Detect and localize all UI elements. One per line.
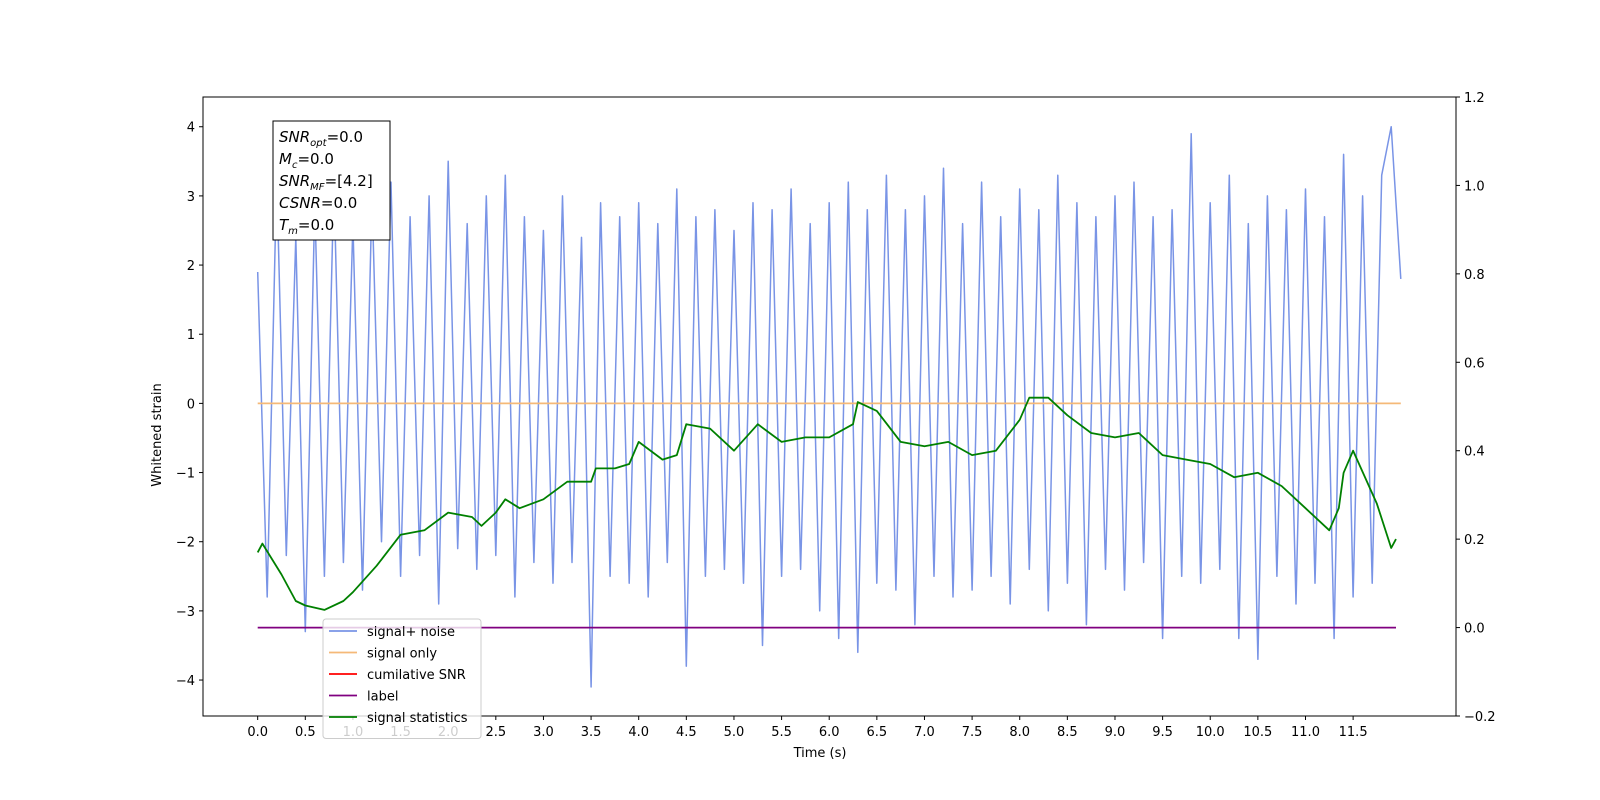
- x-tick-label: 8.0: [1009, 725, 1030, 740]
- legend-label: signal only: [367, 647, 437, 662]
- x-tick-label: 4.0: [628, 725, 649, 740]
- x-tick-label: 11.5: [1339, 725, 1368, 740]
- x-tick-label: 10.0: [1196, 725, 1225, 740]
- y-tick-label: −3: [176, 605, 195, 620]
- annotation-rest: =0.0: [298, 216, 334, 234]
- y2-tick-label: 1.0: [1464, 179, 1485, 194]
- y-tick-label: 4: [187, 121, 195, 136]
- annotation: CSNR=0.0: [279, 194, 357, 212]
- y-tick-label: −1: [176, 467, 195, 482]
- x-tick-label: 6.5: [866, 725, 887, 740]
- annotation-sub: opt: [310, 138, 327, 149]
- legend-label: signal+ noise: [367, 625, 455, 640]
- x-tick-label: 11.0: [1291, 725, 1320, 740]
- x-tick-label: 5.0: [724, 725, 745, 740]
- y2-tick-label: −0.2: [1464, 710, 1496, 725]
- annotation-rest: =0.0: [297, 150, 333, 168]
- annotation-box: [272, 120, 391, 241]
- y-tick-label: −4: [176, 674, 195, 689]
- x-tick-label: 9.0: [1105, 725, 1126, 740]
- y2-tick-label: 0.0: [1464, 622, 1485, 637]
- x-tick-label: 7.0: [914, 725, 935, 740]
- y-axis-label: Whitened strain: [150, 383, 165, 486]
- y2-tick-label: 1.2: [1464, 91, 1485, 106]
- series-line: [256, 396, 1397, 611]
- annotation: SNRopt=0.0: [279, 128, 363, 149]
- legend-label: label: [367, 690, 398, 705]
- annotation-rest: =0.0: [327, 128, 363, 146]
- annotation-sub: c: [292, 160, 298, 171]
- x-tick-label: 9.5: [1152, 725, 1173, 740]
- x-tick-label: 6.0: [819, 725, 840, 740]
- annotation-sub: MF: [310, 182, 325, 193]
- x-tick-label: 4.5: [676, 725, 697, 740]
- series-line: [256, 125, 1402, 688]
- x-tick-label: 3.5: [581, 725, 602, 740]
- legend-box: [322, 618, 482, 739]
- y2-tick-label: 0.6: [1464, 356, 1485, 371]
- y-tick-label: 2: [187, 259, 195, 274]
- annotation-rest: =0.0: [321, 194, 357, 212]
- annotation-rest: =[4.2]: [325, 172, 373, 190]
- x-tick-label: 2.5: [485, 725, 506, 740]
- y2-tick-label: 0.2: [1464, 533, 1485, 548]
- x-tick-label: 5.5: [771, 725, 792, 740]
- y2-tick-label: 0.8: [1464, 268, 1485, 283]
- y2-tick-label: 0.4: [1464, 445, 1485, 460]
- annotation-base: CSNR: [279, 194, 321, 212]
- x-tick-label: 3.0: [533, 725, 554, 740]
- legend-label: signal statistics: [367, 711, 468, 726]
- x-tick-label: 0.5: [295, 725, 316, 740]
- y-tick-label: 0: [187, 397, 195, 412]
- annotation: SNRMF=[4.2]: [279, 172, 373, 193]
- x-tick-label: 7.5: [962, 725, 983, 740]
- x-tick-label: 10.5: [1243, 725, 1272, 740]
- x-tick-label: 8.5: [1057, 725, 1078, 740]
- y-tick-label: 1: [187, 328, 195, 343]
- annotation-base: M: [279, 150, 292, 168]
- annotation-sub: m: [288, 226, 298, 237]
- axes-frame: [202, 96, 1457, 717]
- y-tick-label: 3: [187, 190, 195, 205]
- annotation: Tm=0.0: [279, 216, 334, 237]
- annotation-base: T: [279, 216, 290, 234]
- x-tick-label: 0.0: [247, 725, 268, 740]
- x-axis-label: Time (s): [793, 746, 847, 761]
- annotation-base: SNR: [279, 128, 310, 146]
- legend-label: cumilative SNR: [367, 668, 466, 683]
- y-tick-label: −2: [176, 536, 195, 551]
- annotation: Mc=0.0: [279, 150, 334, 171]
- annotation-base: SNR: [279, 172, 310, 190]
